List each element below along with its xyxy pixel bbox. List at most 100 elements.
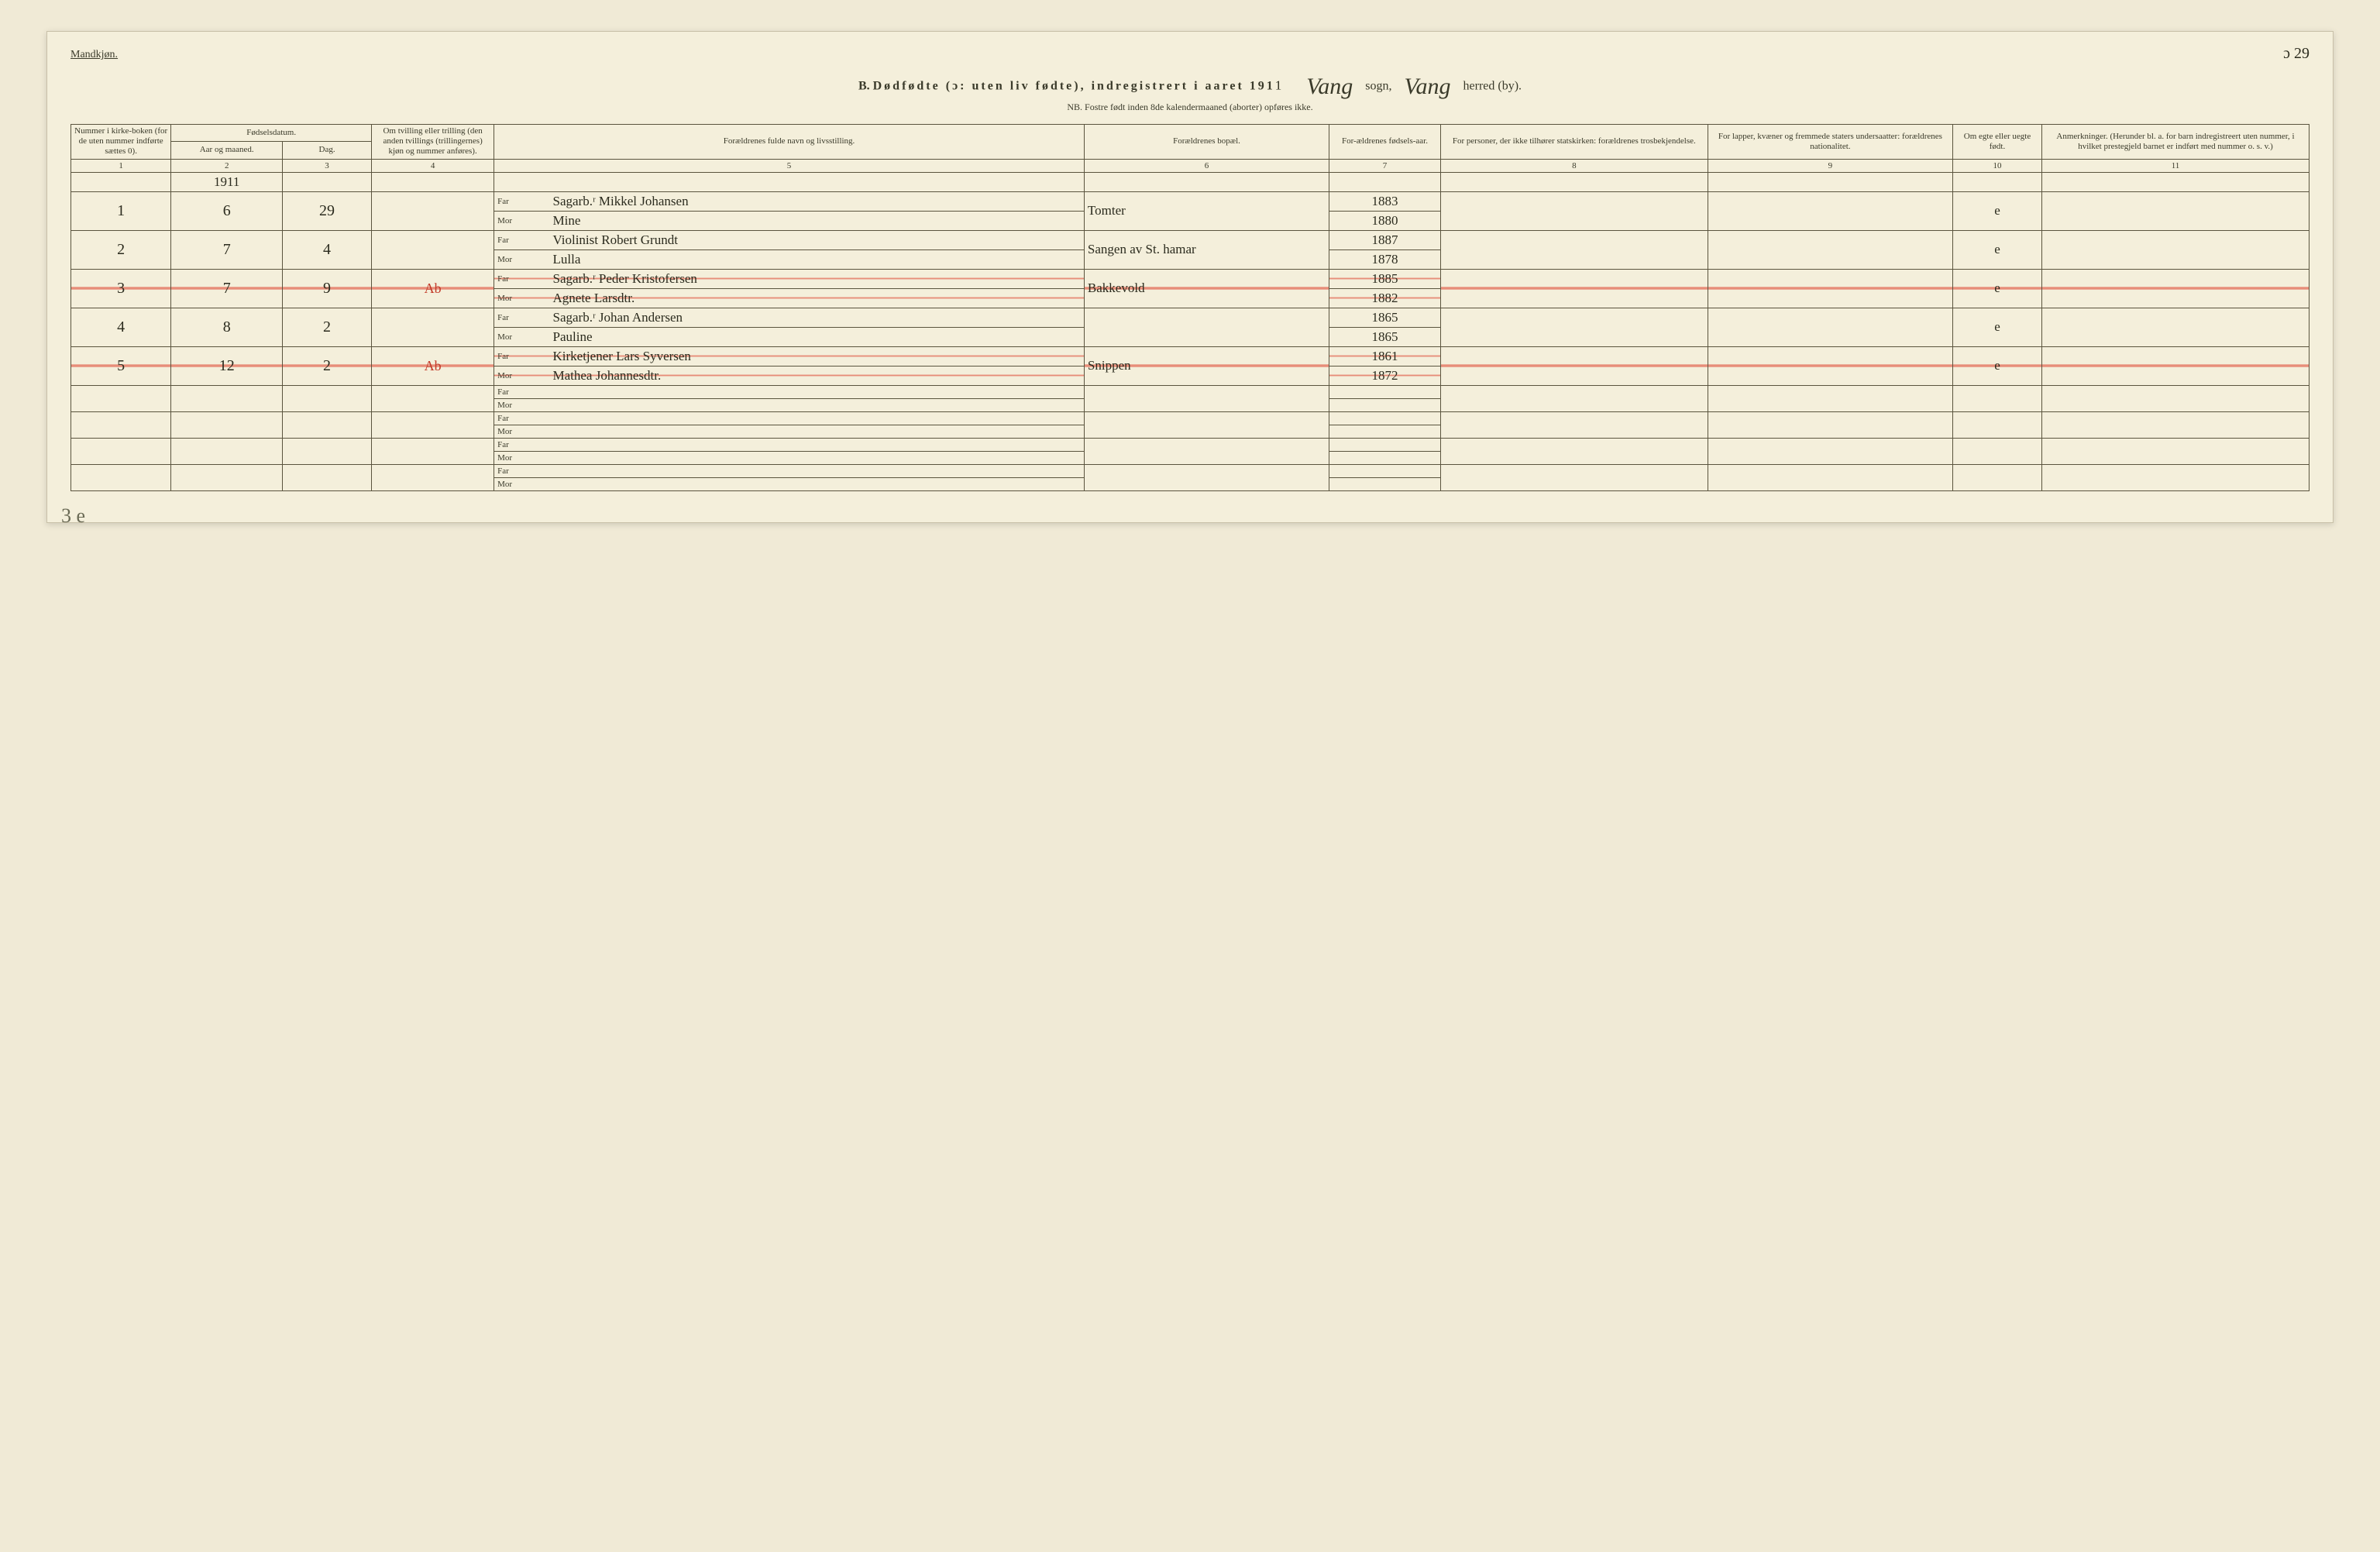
- col-header: Forældrenes bopæl.: [1084, 125, 1329, 160]
- month: 6: [223, 202, 231, 219]
- nationality-cell: [1708, 346, 1952, 385]
- col-header: Om tvilling eller trilling (den anden tv…: [372, 125, 494, 160]
- col-header: Dag.: [283, 142, 372, 159]
- table-row: 482FarSagarb.ʳ Johan Andersen1865e: [71, 308, 2309, 327]
- far-label: Far: [494, 464, 550, 477]
- column-number-row: 1 2 3 4 5 6 7 8 9 10 11: [71, 159, 2309, 172]
- father-name: Kirketjener Lars Syversen: [553, 349, 691, 363]
- mor-label: Mor: [494, 327, 550, 346]
- table-row-empty: Far: [71, 438, 2309, 451]
- col-header: For lapper, kvæner og fremmede staters u…: [1708, 125, 1952, 160]
- col-num: 5: [494, 159, 1085, 172]
- mother-name: Mine: [553, 213, 581, 228]
- father-birthyear: 1861: [1371, 349, 1398, 363]
- table-body: 1911 1629FarSagarb.ʳ Mikkel JohansenTomt…: [71, 172, 2309, 490]
- entry-number: 5: [117, 357, 125, 374]
- table-row-empty: Far: [71, 411, 2309, 425]
- entry-number: 2: [117, 241, 125, 258]
- parish-label: sogn,: [1365, 80, 1391, 93]
- col-num: 9: [1708, 159, 1952, 172]
- twin-cell: [372, 308, 494, 346]
- residence: Tomter: [1088, 203, 1126, 218]
- residence: Sangen av St. hamar: [1088, 242, 1196, 256]
- sub-note: NB. Fostre født inden 8de kalendermaaned…: [71, 102, 2309, 113]
- far-label: Far: [494, 411, 550, 425]
- residence: Snippen: [1088, 358, 1131, 373]
- father-name: Sagarb.ʳ Mikkel Johansen: [553, 194, 689, 208]
- father-name: Violinist Robert Grundt: [553, 232, 678, 247]
- col-header: Om egte eller uegte født.: [1953, 125, 2042, 160]
- col-header: Aar og maaned.: [171, 142, 283, 159]
- nationality-cell: [1708, 230, 1952, 269]
- faith-cell: [1440, 230, 1708, 269]
- table-head: Nummer i kirke-boken (for de uten nummer…: [71, 125, 2309, 173]
- mor-label: Mor: [494, 451, 550, 464]
- remarks-cell: [2041, 308, 2309, 346]
- day: 4: [323, 241, 331, 258]
- col-num: 10: [1953, 159, 2042, 172]
- father-birthyear: 1885: [1371, 271, 1398, 286]
- legitimacy: e: [1994, 319, 2000, 334]
- remarks-cell: [2041, 191, 2309, 230]
- district-label: herred (by).: [1463, 80, 1522, 93]
- day: 2: [323, 357, 331, 374]
- mor-label: Mor: [494, 425, 550, 438]
- year-suffix: 1: [1275, 78, 1282, 93]
- twin-cell: [372, 191, 494, 230]
- title-line: B. Dødfødte (ɔ: uten liv fødte), indregi…: [71, 74, 2309, 100]
- entry-number: 1: [117, 202, 125, 219]
- col-num: 4: [372, 159, 494, 172]
- table-row-empty: Far: [71, 385, 2309, 398]
- remarks-cell: [2041, 269, 2309, 308]
- far-label: Far: [494, 191, 550, 211]
- far-label: Far: [494, 346, 550, 366]
- day: 2: [323, 318, 331, 336]
- table-row-empty: Far: [71, 464, 2309, 477]
- legitimacy: e: [1994, 280, 2000, 295]
- month: 12: [219, 357, 235, 374]
- nationality-cell: [1708, 269, 1952, 308]
- mother-name: Agnete Larsdtr.: [553, 291, 635, 305]
- mor-label: Mor: [494, 366, 550, 385]
- col-header: Fødselsdatum.: [171, 125, 372, 142]
- father-birthyear: 1865: [1371, 310, 1398, 325]
- mother-birthyear: 1872: [1371, 368, 1398, 383]
- nationality-cell: [1708, 308, 1952, 346]
- far-label: Far: [494, 385, 550, 398]
- father-name: Sagarb.ʳ Johan Andersen: [553, 310, 683, 325]
- col-num: 2: [171, 159, 283, 172]
- table-row: 1629FarSagarb.ʳ Mikkel JohansenTomter188…: [71, 191, 2309, 211]
- col-num: 11: [2041, 159, 2309, 172]
- nationality-cell: [1708, 191, 1952, 230]
- remarks-cell: [2041, 346, 2309, 385]
- title-prefix: B.: [858, 80, 870, 93]
- mor-label: Mor: [494, 249, 550, 269]
- col-num: 6: [1084, 159, 1329, 172]
- gender-label: Mandkjøn.: [71, 49, 118, 61]
- title-main: Dødfødte (ɔ: uten liv fødte), indregistr…: [873, 80, 1275, 93]
- col-num: 1: [71, 159, 171, 172]
- mother-birthyear: 1882: [1371, 291, 1398, 305]
- far-label: Far: [494, 230, 550, 249]
- mor-label: Mor: [494, 398, 550, 411]
- col-header: Anmerkninger. (Herunder bl. a. for barn …: [2041, 125, 2309, 160]
- month: 7: [223, 280, 231, 297]
- mother-name: Pauline: [553, 329, 593, 344]
- mother-name: Mathea Johannesdtr.: [553, 368, 662, 383]
- entry-number: 4: [117, 318, 125, 336]
- day: 29: [319, 202, 335, 219]
- residence: Bakkevold: [1088, 280, 1145, 295]
- mother-name: Lulla: [553, 252, 581, 267]
- ledger-page: ɔ 29 Mandkjøn. B. Dødfødte (ɔ: uten liv …: [46, 31, 2334, 523]
- col-header: Forældrenes fulde navn og livsstilling.: [494, 125, 1085, 160]
- col-num: 3: [283, 159, 372, 172]
- year-row: 1911: [71, 172, 2309, 191]
- twin-cell: Ab: [372, 346, 494, 385]
- table-row: 274FarViolinist Robert GrundtSangen av S…: [71, 230, 2309, 249]
- month: 8: [223, 318, 231, 336]
- table-row: 5122AbFarKirketjener Lars SyversenSnippe…: [71, 346, 2309, 366]
- mor-label: Mor: [494, 477, 550, 490]
- faith-cell: [1440, 191, 1708, 230]
- faith-cell: [1440, 346, 1708, 385]
- mother-birthyear: 1878: [1371, 252, 1398, 267]
